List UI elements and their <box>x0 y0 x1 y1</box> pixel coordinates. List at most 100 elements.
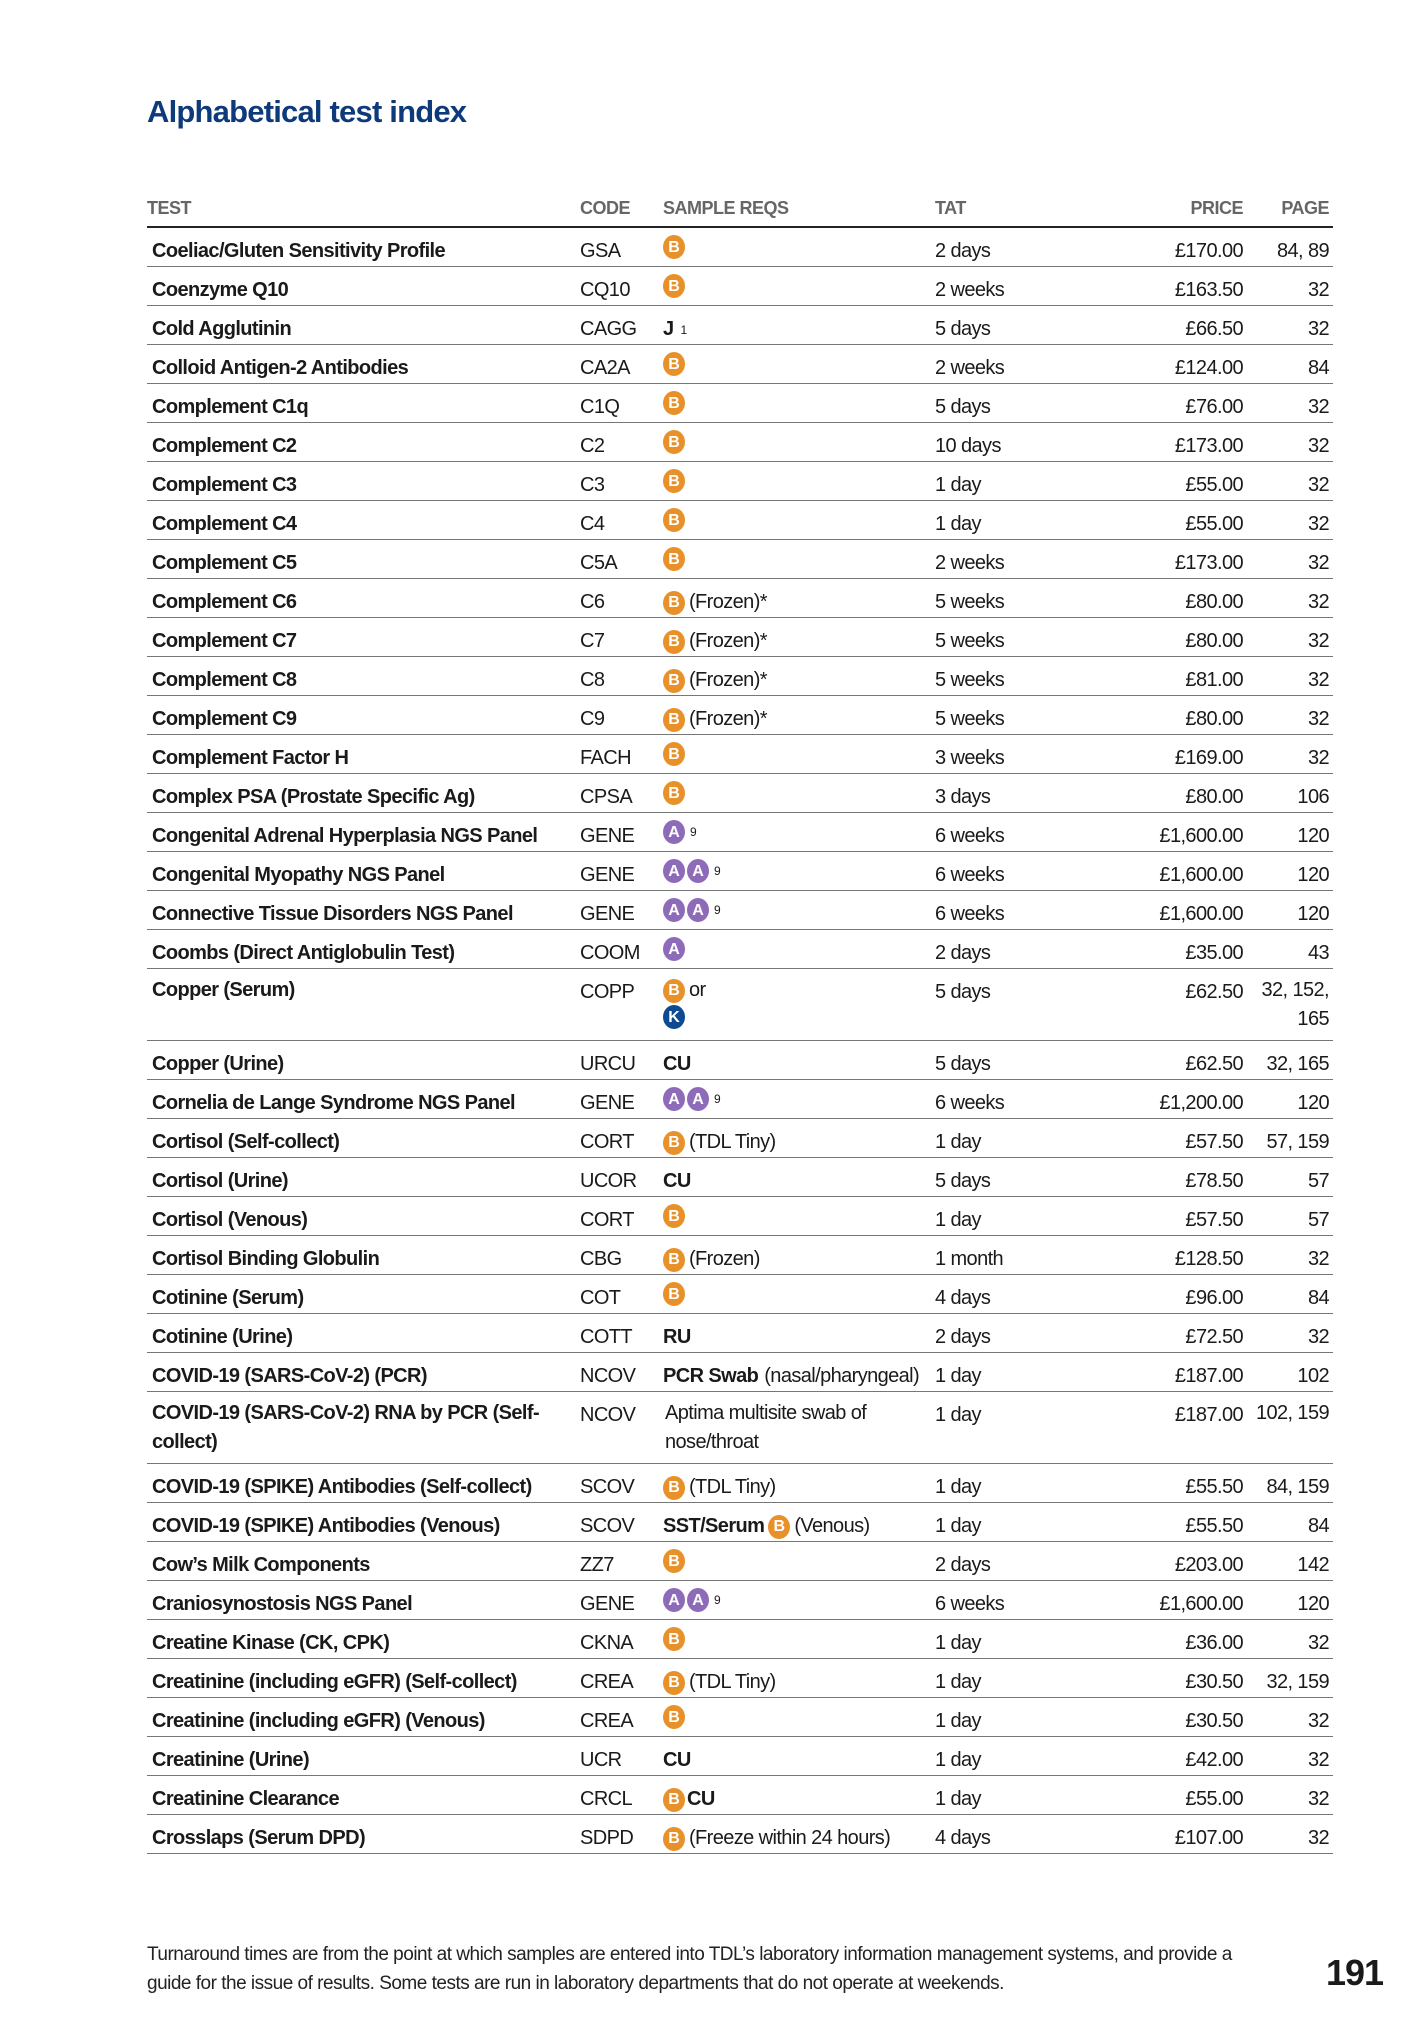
tube-b-icon: B <box>663 1826 685 1851</box>
table-row: Creatinine (including eGFR) (Self-collec… <box>147 1659 1333 1698</box>
turnaround-time: 2 days <box>935 240 991 262</box>
test-name: Coombs (Direct Antiglobulin Test) <box>152 942 455 964</box>
price: £80.00 <box>1185 786 1243 808</box>
turnaround-time: 5 days <box>935 1170 991 1192</box>
table-row: Complement C6 C6 B (Frozen)* 5 weeks £80.00 32 <box>147 579 1333 618</box>
tube-a-icon: A <box>663 1588 685 1612</box>
page-ref: 32 <box>1307 1248 1330 1270</box>
turnaround-time: 2 weeks <box>935 552 1005 574</box>
test-name: Complement C9 <box>152 708 297 730</box>
table-row: Coeliac/Gluten Sensitivity Profile GSA B 2 … <box>147 228 1333 267</box>
page-ref: 32, 159 <box>1266 1671 1329 1693</box>
test-code: GENE <box>580 1092 635 1114</box>
test-code: C9 <box>580 708 605 730</box>
tube-b-icon: B <box>663 430 685 454</box>
test-name: Cortisol (Venous) <box>152 1209 308 1231</box>
test-name: Congenital Myopathy NGS Panel <box>152 864 445 886</box>
test-name: Copper (Serum) <box>152 979 295 1001</box>
page-ref: 84, 89 <box>1276 240 1330 262</box>
turnaround-time: 1 day <box>935 1404 982 1426</box>
page-ref: 84 <box>1307 357 1330 379</box>
turnaround-time: 6 weeks <box>935 1092 1005 1114</box>
turnaround-time: 6 weeks <box>935 864 1005 886</box>
page-ref: 43 <box>1307 942 1330 964</box>
turnaround-time: 10 days <box>935 435 1001 457</box>
test-code: CQ10 <box>580 279 630 301</box>
table-row: Cortisol (Venous) CORT B 1 day £57.50 57 <box>147 1197 1333 1236</box>
sample-type: CU <box>687 1788 715 1810</box>
page-ref: 32 <box>1307 630 1330 652</box>
test-name: Colloid Antigen-2 Antibodies <box>152 357 409 379</box>
turnaround-time: 5 weeks <box>935 591 1005 613</box>
test-code: CAGG <box>580 318 637 340</box>
test-code: CREA <box>580 1671 634 1693</box>
test-name: Complement C4 <box>152 513 297 535</box>
page-ref: 32 <box>1307 279 1330 301</box>
tube-b-icon: B <box>663 1670 685 1695</box>
price: £163.50 <box>1174 279 1244 301</box>
test-index-table: TEST CODE SAMPLE REQS TAT PRICE PAGE Coe… <box>147 190 1333 1854</box>
page-ref: 32, 165 <box>1266 1053 1329 1075</box>
tube-a-icon: A <box>663 820 685 844</box>
price: £57.50 <box>1185 1209 1243 1231</box>
tube-b-icon: B <box>663 781 685 805</box>
price: £96.00 <box>1185 1287 1243 1309</box>
page-ref: 32 <box>1307 591 1330 613</box>
table-row: Complement C9 C9 B (Frozen)* 5 weeks £80.00 32 <box>147 696 1333 735</box>
turnaround-time: 4 days <box>935 1287 991 1309</box>
test-code: ZZ7 <box>580 1554 614 1576</box>
price: £42.00 <box>1185 1749 1243 1771</box>
turnaround-time: 2 days <box>935 942 991 964</box>
price: £81.00 <box>1185 669 1243 691</box>
turnaround-time: 1 day <box>935 1788 982 1810</box>
price: £55.00 <box>1185 513 1243 535</box>
test-code: GENE <box>580 903 635 925</box>
turnaround-time: 5 weeks <box>935 630 1005 652</box>
price: £30.50 <box>1185 1710 1243 1732</box>
table-row: Colloid Antigen-2 Antibodies CA2A B 2 weeks… <box>147 345 1333 384</box>
turnaround-time: 2 weeks <box>935 357 1005 379</box>
turnaround-time: 1 day <box>935 1671 982 1693</box>
table-row: Cortisol (Self-collect) CORT B (TDL Tiny) 1 … <box>147 1119 1333 1158</box>
test-code: COOM <box>580 942 640 964</box>
sample-reqs: B <box>663 781 935 805</box>
test-name: Cornelia de Lange Syndrome NGS Panel <box>152 1092 516 1114</box>
tube-b-icon: B <box>663 742 685 766</box>
price: £62.50 <box>1185 981 1243 1003</box>
page-ref: 102, 159 <box>1255 1402 1330 1424</box>
sample-reqs: B <box>663 1204 935 1228</box>
test-code: URCU <box>580 1053 636 1075</box>
sample-note: (Freeze within 24 hours) <box>689 1827 891 1849</box>
col-tat: TAT <box>935 197 966 218</box>
table-row: Cold Agglutinin CAGG J 1 5 days £66.50 32 <box>147 306 1333 345</box>
page-ref: 32 <box>1307 396 1330 418</box>
price: £203.00 <box>1174 1554 1244 1576</box>
page-ref: 32 <box>1307 747 1330 769</box>
sample-reqs: B <box>663 352 935 376</box>
price: £1,600.00 <box>1159 903 1243 925</box>
price: £62.50 <box>1185 1053 1243 1075</box>
tube-a-icon: A <box>663 1087 685 1111</box>
sample-reqs: B (TDL Tiny) <box>663 1126 935 1159</box>
turnaround-time: 5 days <box>935 396 991 418</box>
turnaround-time: 1 day <box>935 1131 982 1153</box>
sample-type: RU <box>663 1326 691 1348</box>
table-row: Creatine Kinase (CK, CPK) CKNA B 1 day £36.0… <box>147 1620 1333 1659</box>
test-code: CKNA <box>580 1632 634 1654</box>
page-ref: 106 <box>1297 786 1329 808</box>
page-ref: 120 <box>1297 864 1329 886</box>
sample-note: (nasal/pharyngeal) <box>764 1365 920 1387</box>
price: £30.50 <box>1185 1671 1243 1693</box>
table-row: Complement Factor H FACH B 3 weeks £169.00 32 <box>147 735 1333 774</box>
test-name: Complement C5 <box>152 552 297 574</box>
sample-note: (Frozen) <box>689 1248 760 1270</box>
sample-reqs: PCR Swab (nasal/pharyngeal) <box>663 1360 935 1393</box>
test-name: Connective Tissue Disorders NGS Panel <box>152 903 514 925</box>
tube-b-icon: B <box>663 352 685 376</box>
table-row: Complement C2 C2 B 10 days £173.00 32 <box>147 423 1333 462</box>
test-code: COT <box>580 1287 621 1309</box>
tube-a-icon: A <box>663 859 685 883</box>
